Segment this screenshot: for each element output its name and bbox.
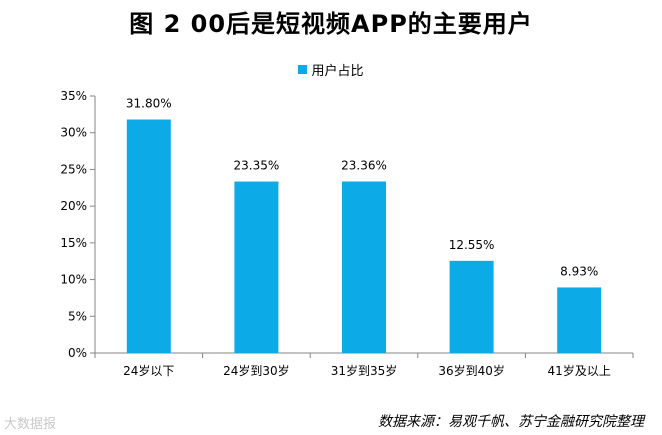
data-label: 12.55% xyxy=(449,238,495,252)
bar xyxy=(449,260,494,353)
x-tick-label: 31岁到35岁 xyxy=(331,363,398,378)
legend: 用户占比 xyxy=(0,60,662,79)
data-label: 23.35% xyxy=(234,159,280,173)
legend-label: 用户占比 xyxy=(311,64,364,79)
y-tick-label: 30% xyxy=(60,126,87,140)
y-tick-label: 35% xyxy=(60,89,87,103)
source-note: 数据来源：易观千帆、苏宁金融研究院整理 xyxy=(378,414,644,430)
x-tick-label: 36岁到40岁 xyxy=(438,363,505,378)
data-label: 23.36% xyxy=(341,158,387,172)
y-tick-label: 0% xyxy=(68,346,87,360)
y-tick-label: 15% xyxy=(60,236,87,250)
y-tick-label: 10% xyxy=(60,273,87,287)
y-tick-label: 20% xyxy=(60,199,87,213)
y-tick-label: 5% xyxy=(68,309,87,323)
bar xyxy=(234,181,279,353)
y-tick-label: 25% xyxy=(60,162,87,176)
data-label: 8.93% xyxy=(560,264,598,278)
x-tick-label: 24岁到30岁 xyxy=(223,363,290,378)
bar xyxy=(126,119,171,353)
bar xyxy=(557,287,602,353)
chart-title: 图 2 00后是短视频APP的主要用户 xyxy=(129,10,533,38)
x-tick-label: 41岁及以上 xyxy=(548,363,611,378)
x-tick-label: 24岁以下 xyxy=(123,363,174,378)
data-label: 31.80% xyxy=(126,96,172,110)
bar xyxy=(342,181,386,353)
legend-swatch xyxy=(298,65,308,74)
watermark: 大数据报 xyxy=(4,417,57,432)
